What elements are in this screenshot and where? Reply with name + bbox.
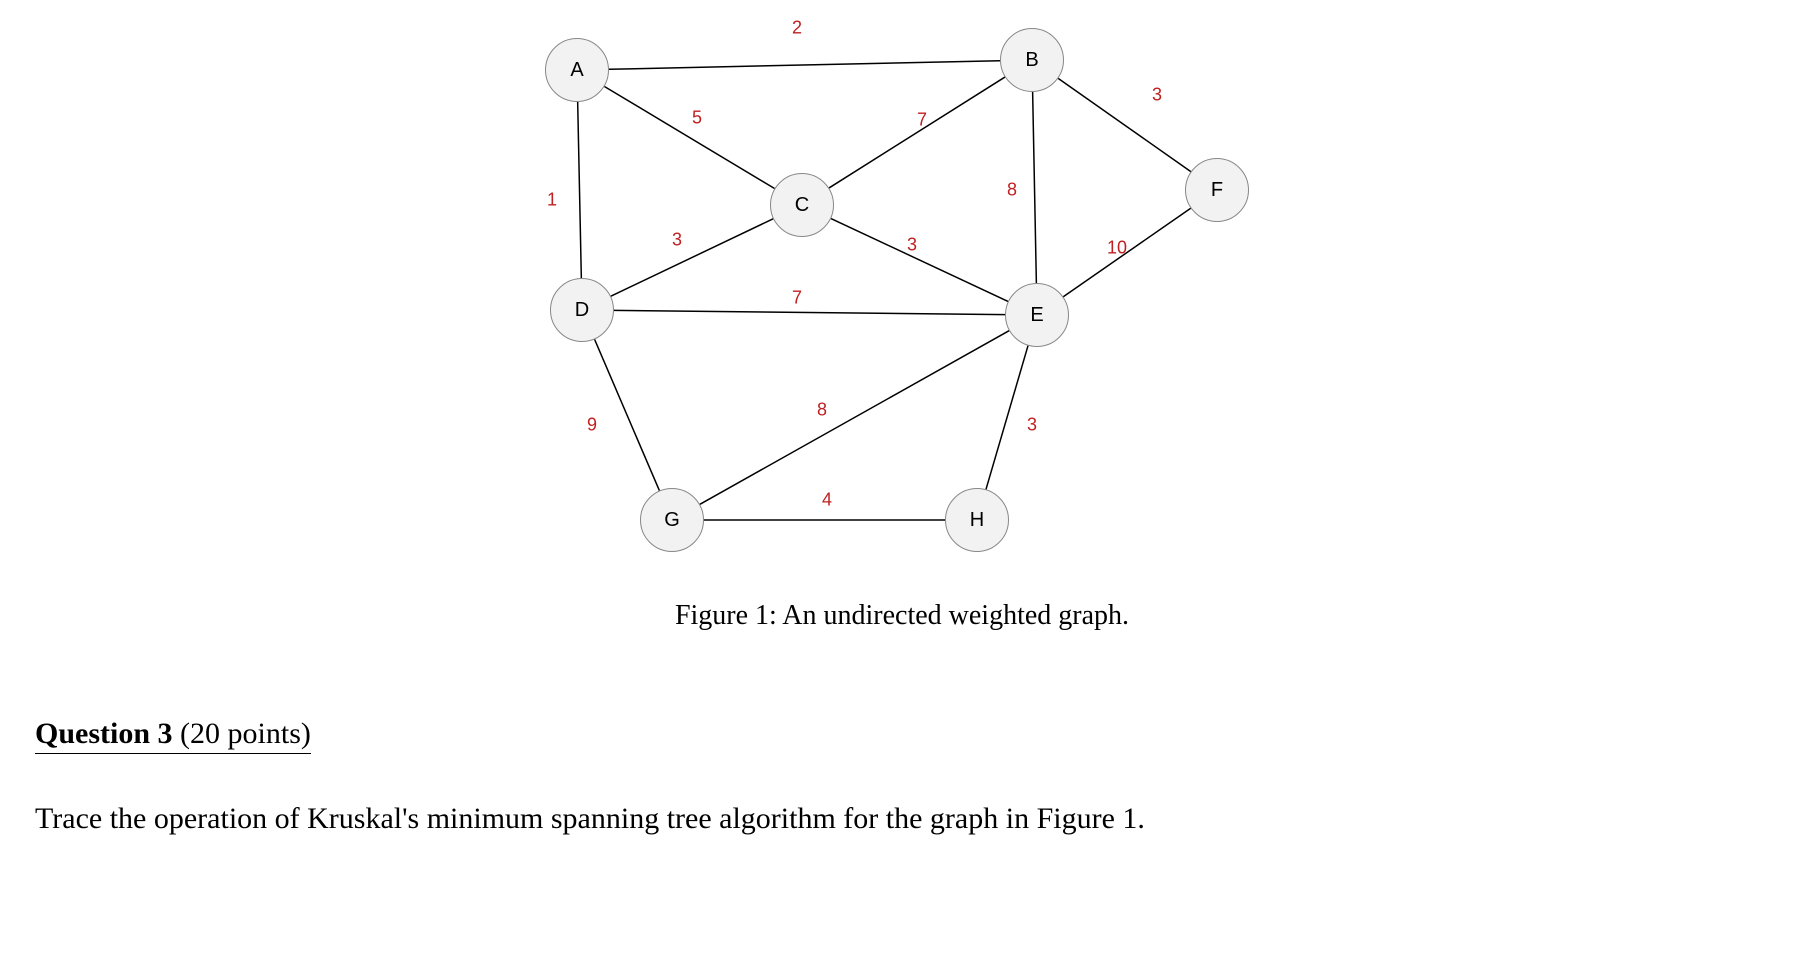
node-E: E [1005,283,1069,347]
question-body: Trace the operation of Kruskal's minimum… [35,799,1769,840]
node-F: F [1185,158,1249,222]
node-B: B [1000,28,1064,92]
edge-weight-D-E: 7 [792,288,802,309]
edge-weight-A-C: 5 [692,108,702,129]
node-A: A [545,38,609,102]
edge-weight-G-H: 4 [822,490,832,511]
edge-weight-C-D: 3 [672,230,682,251]
figure-area: 2 5 1 7 8 3 3 3 7 9 10 3 8 4 A B C D E F G H Figure 1: An und… [0,0,1804,632]
edge-B-E [1033,92,1037,283]
edge-B-F [1058,78,1191,171]
edge-A-B [609,61,1000,70]
graph-edges-svg [502,10,1302,570]
edge-A-D [578,102,582,278]
edge-B-C [829,77,1005,188]
edge-G-E [700,331,1009,505]
question-points: (20 points) [173,717,311,750]
node-C: C [770,173,834,237]
edge-A-C [604,86,774,188]
node-D: D [550,278,614,342]
question-number: Question 3 [35,717,173,750]
edge-weight-A-D: 1 [547,190,557,211]
edge-D-E [614,310,1005,314]
edge-weight-A-B: 2 [792,18,802,39]
edge-weight-B-C: 7 [917,110,927,131]
question-title: Question 3 (20 points) [35,717,311,754]
node-G: G [640,488,704,552]
edge-D-G [595,339,660,490]
graph-container: 2 5 1 7 8 3 3 3 7 9 10 3 8 4 A B C D E F G H [502,10,1302,570]
edge-weight-B-F: 3 [1152,85,1162,106]
edge-weight-C-E: 3 [907,235,917,256]
edge-E-H [986,346,1028,490]
edge-weight-E-F: 10 [1107,238,1127,259]
edge-weight-D-G: 9 [587,415,597,436]
edge-weight-B-E: 8 [1007,180,1017,201]
edge-weight-G-E: 8 [817,400,827,421]
edge-C-D [611,219,773,296]
edge-weight-E-H: 3 [1027,415,1037,436]
figure-caption: Figure 1: An undirected weighted graph. [675,600,1129,632]
question-block: Question 3 (20 points) Trace the operati… [35,717,1769,840]
edge-C-E [831,219,1008,302]
node-H: H [945,488,1009,552]
